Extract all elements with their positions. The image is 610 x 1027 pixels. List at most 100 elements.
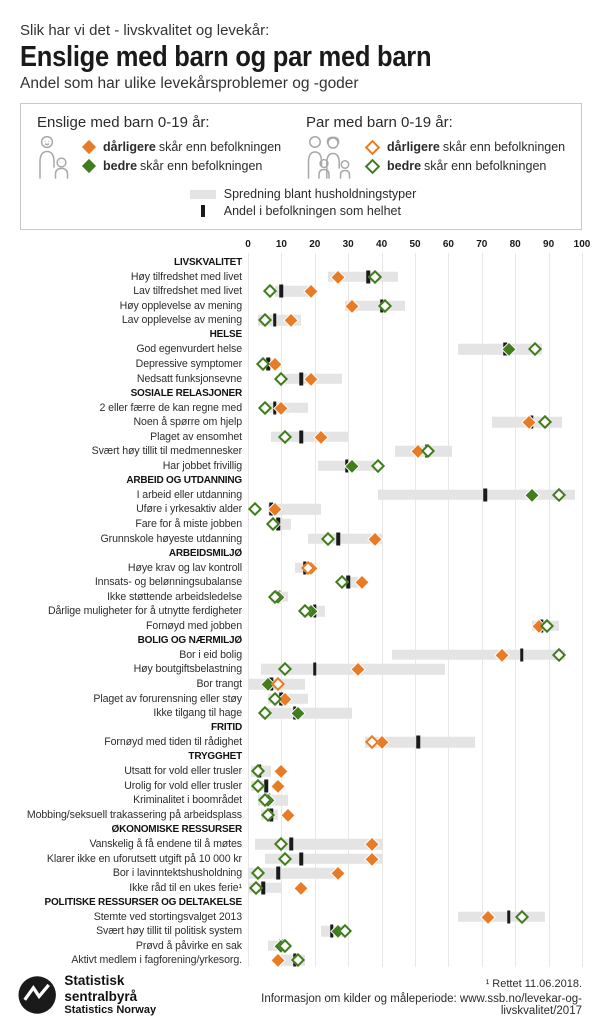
chart-row: Har jobbet frivillig	[20, 458, 582, 474]
section-label: LIVSKVALITET	[174, 256, 242, 268]
couple-parents-icon	[307, 135, 351, 179]
row-plot	[248, 560, 582, 575]
spread-bar-swatch	[189, 189, 216, 199]
row-plot	[248, 356, 582, 372]
row-plot	[248, 836, 582, 852]
spread-bar	[328, 271, 399, 282]
row-label: Har jobbet frivillig	[162, 459, 242, 472]
row-label: Plaget av forurensning eller støy	[93, 692, 242, 705]
row-label: 2 eller færre de kan regne med	[99, 401, 243, 414]
chart-row: I arbeid eller utdanning	[20, 487, 582, 503]
row-plot	[248, 313, 582, 328]
footnote: ¹ Rettet 11.06.2018.	[485, 978, 582, 990]
chart-row: Aktivt medlem i fagforening/yrkesorg.	[20, 953, 582, 968]
population-tick	[264, 779, 269, 793]
row-plot	[248, 691, 582, 706]
gridline	[381, 252, 383, 967]
section-label: POLITISKE RESSURSER OG DELTAKELSE	[44, 896, 243, 908]
chart-rows: LIVSKVALITET Høy tilfredshet med livet Lav…	[20, 255, 582, 968]
ssb-logo-icon	[18, 976, 56, 1014]
chart-row: Svært høy tillit til medmennesker	[20, 444, 582, 459]
row-label: Uføre i yrkesaktiv alder	[136, 503, 242, 516]
row-plot	[248, 371, 582, 386]
x-axis-tick-label: 30	[342, 238, 354, 250]
gridline	[481, 252, 483, 967]
chart-row: Høye krav og lav kontroll	[20, 560, 582, 575]
section-row: POLITISKE RESSURSER OG DELTAKELSE	[20, 895, 582, 910]
subtitle: Andel som har ulike levekårsproblemer og…	[20, 74, 359, 92]
chart-row: Mobbing/seksuell trakassering på arbeids…	[20, 807, 582, 823]
row-label: Fornøyd med jobben	[146, 619, 242, 632]
gridline	[448, 252, 450, 967]
spread-bar	[308, 533, 382, 544]
row-plot	[248, 516, 582, 532]
gridline	[515, 252, 517, 967]
row-plot	[248, 575, 582, 590]
legend-box: Enslige med barn 0-19 år:	[20, 102, 582, 230]
chart-row: Lav tilfredshet med livet	[20, 284, 582, 299]
chart-row: Ikke råd til en ukes ferie¹	[20, 880, 582, 895]
row-label: Noen å spørre om hjelp	[133, 416, 243, 429]
row-plot	[248, 429, 582, 444]
chart-row: 2 eller færre de kan regne med	[20, 400, 582, 415]
x-axis-tick-label: 40	[376, 238, 388, 250]
row-plot	[248, 662, 582, 677]
spread-bar	[271, 431, 349, 442]
row-plot	[248, 676, 582, 692]
row-plot	[248, 444, 582, 459]
spread-bar	[344, 576, 359, 588]
section-row: SOSIALE RELASJONER	[20, 386, 582, 401]
gridline	[582, 252, 583, 967]
row-plot	[248, 880, 582, 895]
section-row: BOLIG OG NÆRMILJØ	[20, 633, 582, 648]
section-label: FRITID	[210, 722, 242, 734]
filled-green-diamond-icon	[81, 159, 97, 174]
gridline	[548, 252, 550, 967]
legend-item-label: dårligere skår enn befolkningen	[387, 140, 566, 155]
legend-item: dårligere skår enn befolkningen	[364, 138, 565, 157]
gridline	[281, 252, 283, 967]
section-label: ARBEIDSMILJØ	[168, 547, 242, 559]
row-label: Lav tilfredshet med livet	[133, 285, 242, 298]
chart-row: Høy boutgiftsbelastning	[20, 662, 582, 677]
population-tick	[416, 735, 421, 749]
section-label: TRYGGHET	[188, 751, 242, 763]
chart-row: Uføre i yrkesaktiv alder	[20, 502, 582, 517]
chart-row: Depressive symptomer	[20, 356, 582, 372]
population-tick-swatch	[200, 205, 205, 218]
enslige-diamond	[272, 779, 285, 792]
org-name: Statistisk sentralbyrå	[64, 973, 138, 1004]
section-row: ARBEIDSMILJØ	[20, 546, 582, 561]
section-row: TRYGGHET	[20, 749, 582, 764]
spread-bar	[391, 649, 566, 661]
page-title: Enslige med barn og par med barn	[20, 41, 432, 73]
chart-row: Svært høy tillit til politisk system	[20, 924, 582, 939]
row-plot	[248, 487, 582, 503]
ssb-brand: Statistisk sentralbyrå Statistics Norway	[18, 973, 195, 1017]
legend-extra-item: Andel i befolkningen som helhet	[188, 203, 417, 220]
single-parent-icon	[39, 135, 69, 179]
legend-item: bedre skår enn befolkningen	[81, 157, 281, 176]
row-label: Prøvd å påvirke en sak	[135, 939, 242, 952]
legend-group-title: Par med barn 0-19 år:	[306, 113, 453, 131]
legend-group-par: Par med barn 0-19 år:	[302, 112, 571, 179]
chart-row: Ikke støttende arbeidsledelse	[20, 589, 582, 604]
row-plot	[248, 531, 582, 546]
section-row: FRITID	[20, 720, 582, 735]
population-tick	[483, 488, 487, 502]
row-plot	[248, 400, 582, 415]
x-axis: 0 10 20 30 40 50 60 70 80 90 100	[245, 238, 590, 252]
gridline	[415, 252, 416, 967]
row-label: Ikke råd til en ukes ferie¹	[129, 881, 242, 894]
chart-row: Ikke tilgang til hage	[20, 706, 582, 721]
row-plot	[248, 851, 582, 866]
chart-row: Urolig for vold eller trusler	[20, 778, 582, 794]
row-plot	[248, 866, 582, 881]
section-row: ØKONOMISKE RESSURSER	[20, 822, 582, 837]
section-row: HELSE	[20, 328, 582, 343]
spread-bar	[378, 489, 576, 501]
spread-bar	[258, 315, 302, 326]
row-label: Bor trangt	[196, 678, 242, 691]
row-plot	[248, 269, 582, 284]
row-label: Klarer ikke en uforutsett utgift på 10 0…	[46, 852, 242, 865]
